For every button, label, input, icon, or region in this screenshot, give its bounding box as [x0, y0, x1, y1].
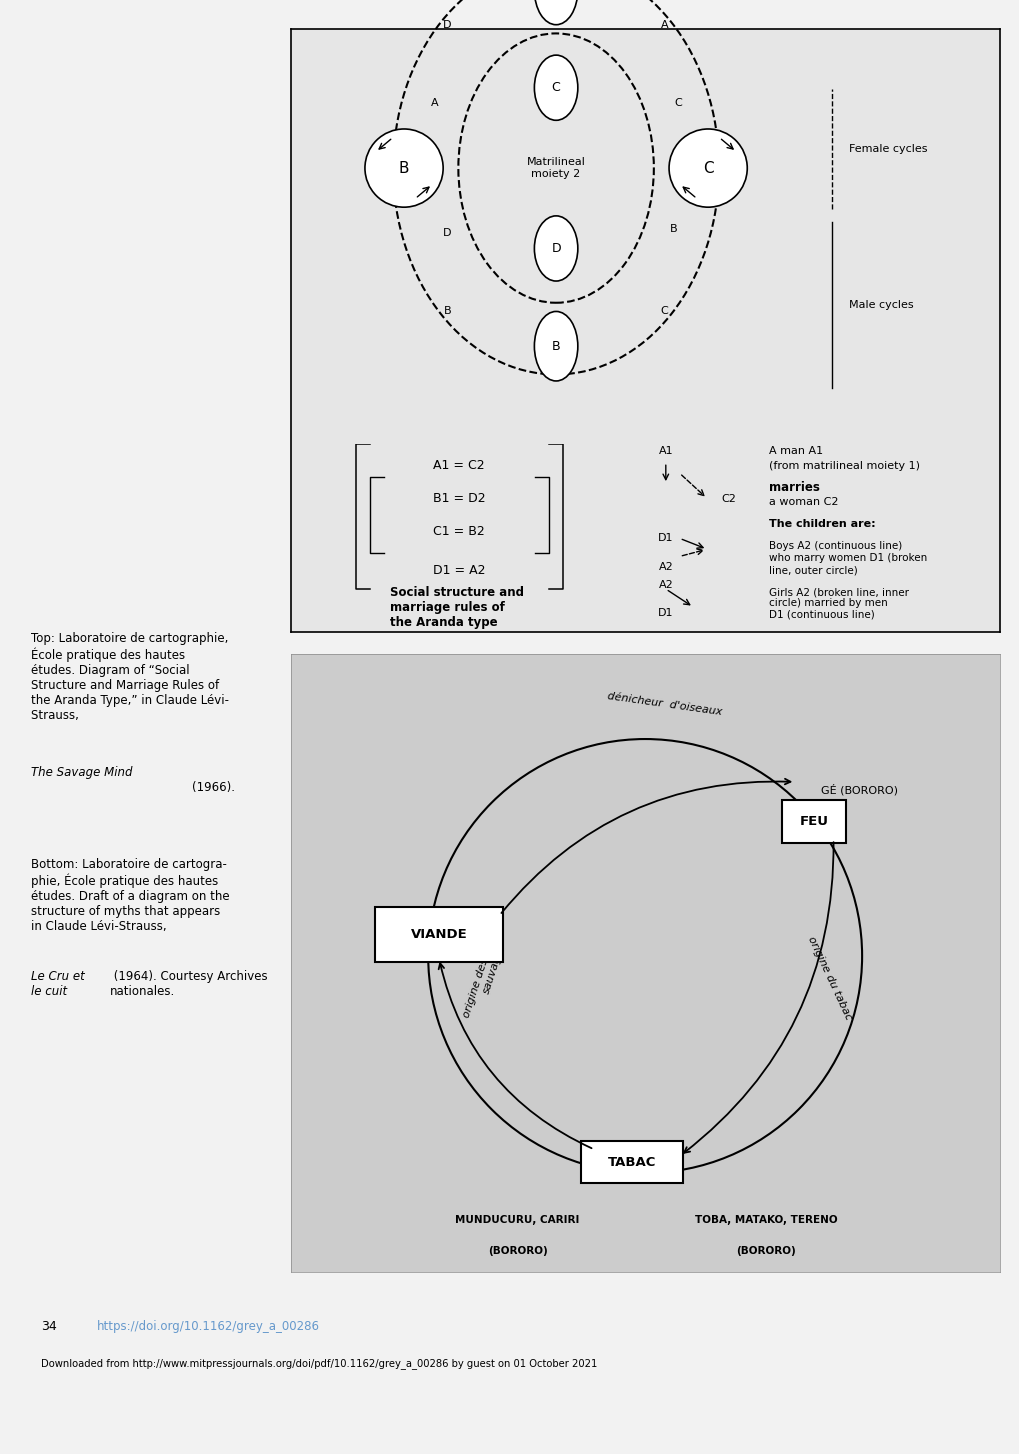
Text: C: C [702, 160, 712, 176]
Text: B: B [668, 224, 677, 234]
Text: Female cycles: Female cycles [849, 144, 927, 154]
Text: C: C [551, 81, 559, 95]
Text: Downloaded from http://www.mitpressjournals.org/doi/pdf/10.1162/grey_a_00286 by : Downloaded from http://www.mitpressjourn… [41, 1358, 596, 1370]
Text: Social structure and
marriage rules of
the Aranda type: Social structure and marriage rules of t… [390, 586, 524, 628]
Text: D1 = A2: D1 = A2 [433, 564, 485, 577]
Text: B: B [443, 307, 450, 317]
Text: A1: A1 [658, 446, 673, 457]
Text: D: D [443, 228, 451, 238]
Text: D: D [550, 241, 560, 254]
Text: Top: Laboratoire de cartographie,
École pratique des hautes
études. Diagram of “: Top: Laboratoire de cartographie, École … [31, 632, 228, 723]
Text: C: C [660, 307, 667, 317]
Text: B1 = D2: B1 = D2 [432, 491, 485, 505]
Text: The Savage Mind: The Savage Mind [31, 766, 132, 779]
Ellipse shape [534, 55, 577, 121]
Text: (1964). Courtesy Archives
nationales.: (1964). Courtesy Archives nationales. [110, 970, 268, 997]
Text: C: C [674, 97, 681, 108]
Text: line, outer circle): line, outer circle) [768, 566, 857, 576]
Ellipse shape [534, 0, 577, 25]
Text: C2: C2 [720, 493, 735, 503]
Text: a woman C2: a woman C2 [768, 497, 838, 507]
Text: Male cycles: Male cycles [849, 300, 913, 310]
Text: Matrilineal
moiety 2: Matrilineal moiety 2 [526, 157, 585, 179]
Text: A: A [660, 20, 667, 29]
Ellipse shape [668, 129, 747, 206]
Text: 34: 34 [41, 1320, 56, 1332]
Text: (BORORO): (BORORO) [487, 1246, 547, 1256]
Text: origine du tabac: origine du tabac [805, 935, 853, 1021]
Text: Le Cru et
le cuit: Le Cru et le cuit [31, 970, 85, 997]
Ellipse shape [534, 215, 577, 281]
Ellipse shape [365, 129, 442, 206]
Text: marries: marries [768, 481, 819, 494]
Text: dénicheur  d'oiseaux: dénicheur d'oiseaux [605, 691, 721, 717]
Text: B: B [551, 340, 559, 353]
Text: GÉ (BORORO): GÉ (BORORO) [820, 784, 897, 795]
Text: VIANDE: VIANDE [411, 928, 467, 941]
Text: B: B [398, 160, 409, 176]
Text: A2: A2 [658, 563, 673, 573]
Text: who marry women D1 (broken: who marry women D1 (broken [768, 553, 926, 563]
FancyBboxPatch shape [581, 1141, 683, 1184]
Text: The children are:: The children are: [768, 519, 875, 529]
Text: TOBA, MATAKO, TERENO: TOBA, MATAKO, TERENO [694, 1214, 837, 1224]
Text: A2: A2 [658, 580, 673, 590]
Text: (BORORO): (BORORO) [736, 1246, 796, 1256]
Ellipse shape [534, 311, 577, 381]
Text: circle) married by men: circle) married by men [768, 599, 887, 608]
Text: D1: D1 [657, 608, 673, 618]
Text: FEU: FEU [799, 816, 828, 827]
Text: origine des cochons
sauvages: origine des cochons sauvages [461, 910, 516, 1024]
Text: D1 (continuous line): D1 (continuous line) [768, 609, 874, 619]
Text: C1 = B2: C1 = B2 [433, 525, 485, 538]
Text: Bottom: Laboratoire de cartogra-
phie, École pratique des hautes
études. Draft o: Bottom: Laboratoire de cartogra- phie, É… [31, 858, 229, 932]
Text: A man A1: A man A1 [768, 446, 822, 457]
FancyBboxPatch shape [782, 800, 846, 842]
Text: D1: D1 [657, 534, 673, 544]
Text: A: A [430, 97, 438, 108]
Text: (from matrilineal moiety 1): (from matrilineal moiety 1) [768, 461, 919, 471]
Text: MUNDUCURU, CARIRI: MUNDUCURU, CARIRI [454, 1214, 579, 1224]
Text: Girls A2 (broken line, inner: Girls A2 (broken line, inner [768, 587, 908, 598]
Text: (1966).: (1966). [192, 766, 234, 794]
Text: TABAC: TABAC [607, 1156, 656, 1169]
FancyBboxPatch shape [375, 907, 502, 961]
Text: Boys A2 (continuous line): Boys A2 (continuous line) [768, 541, 902, 551]
Text: https://doi.org/10.1162/grey_a_00286: https://doi.org/10.1162/grey_a_00286 [97, 1320, 320, 1332]
Text: D: D [443, 20, 451, 29]
Text: A1 = C2: A1 = C2 [433, 459, 485, 473]
